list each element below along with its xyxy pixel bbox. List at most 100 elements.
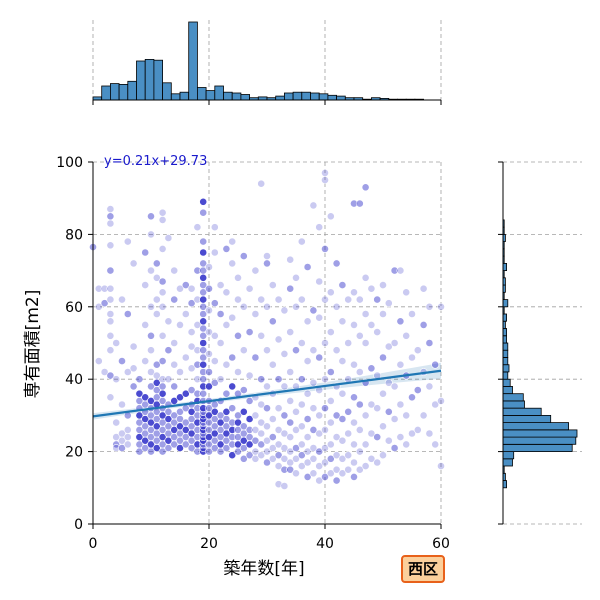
- scatter-point: [187, 386, 196, 394]
- scatter-point: [158, 357, 167, 365]
- scatter-point: [257, 400, 266, 409]
- scatter-point: [257, 331, 266, 340]
- scatter-point: [123, 237, 132, 246]
- scatter-point: [257, 179, 266, 188]
- scatter-point: [280, 349, 289, 358]
- scatter-point: [326, 212, 335, 221]
- scatter-point: [321, 444, 329, 452]
- regression-equation: y=0.21x+29.73: [104, 154, 207, 169]
- scatter-point: [338, 357, 347, 365]
- scatter-point: [170, 396, 179, 405]
- scatter-point: [251, 353, 260, 362]
- scatter-point: [379, 422, 387, 431]
- y-tick-label: 80: [65, 227, 83, 243]
- scatter-point: [106, 241, 115, 250]
- scatter-point: [396, 433, 405, 441]
- scatter-point: [123, 425, 132, 434]
- scatter-point: [222, 360, 231, 369]
- scatter-point: [158, 277, 167, 286]
- scatter-point: [303, 447, 312, 456]
- scatter-point: [106, 317, 115, 326]
- scatter-point: [431, 440, 440, 449]
- right-hist-bar: [502, 335, 507, 344]
- scatter-point: [338, 454, 347, 463]
- scatter-point: [315, 462, 324, 470]
- scatter-point: [286, 447, 295, 456]
- scatter-point: [321, 168, 329, 177]
- scatter-point: [158, 215, 167, 224]
- scatter-point: [199, 248, 208, 257]
- scatter-point: [147, 382, 155, 391]
- top-hist-bar: [110, 83, 120, 101]
- scatter-point: [297, 440, 306, 449]
- scatter-point: [181, 418, 190, 427]
- right-hist-bar: [502, 328, 507, 337]
- scatter-point: [390, 382, 399, 391]
- scatter-point: [437, 462, 445, 470]
- top-hist-bar: [336, 95, 346, 101]
- scatter-point: [379, 451, 387, 460]
- scatter-point: [245, 451, 254, 460]
- scatter-point: [199, 295, 208, 304]
- scatter-point: [344, 295, 353, 304]
- scatter-point: [309, 444, 318, 452]
- scatter-point: [419, 284, 428, 293]
- scatter-point: [355, 447, 364, 456]
- scatter-point: [106, 219, 115, 228]
- scatter-point: [147, 302, 155, 311]
- scatter-point: [147, 230, 155, 239]
- scatter-point: [297, 295, 306, 304]
- scatter-point: [129, 259, 138, 268]
- scatter-point: [164, 317, 173, 326]
- scatter-point: [280, 306, 289, 315]
- scatter-point: [344, 407, 353, 416]
- right-hist-bar: [502, 342, 509, 351]
- scatter-point: [268, 454, 277, 463]
- scatter-point: [373, 458, 382, 467]
- scatter-point: [309, 346, 318, 355]
- top-hist-bar: [223, 91, 233, 101]
- scatter-point: [263, 302, 271, 311]
- scatter-point: [251, 310, 260, 318]
- scatter-point: [413, 386, 422, 394]
- scatter-point: [321, 295, 329, 304]
- regression-line: [92, 369, 442, 418]
- scatter-point: [239, 346, 248, 355]
- scatter-point: [437, 302, 445, 311]
- scatter-point: [286, 368, 295, 376]
- scatter-point: [326, 288, 335, 297]
- scatter-point: [344, 339, 353, 347]
- scatter-point: [193, 375, 202, 384]
- scatter-point: [152, 310, 161, 318]
- top-hist-bar: [310, 92, 320, 101]
- scatter-point: [379, 389, 387, 398]
- scatter-point: [390, 339, 399, 347]
- x-tick-label: 60: [432, 536, 450, 552]
- scatter-point: [106, 266, 115, 275]
- right-hist-bar: [502, 443, 573, 452]
- right-hist-bar: [502, 357, 509, 366]
- scatter-point: [309, 201, 318, 210]
- scatter-point: [402, 411, 411, 420]
- top-hist-bar: [318, 93, 329, 101]
- scatter-point: [268, 444, 277, 452]
- scatter-point: [274, 480, 283, 489]
- scatter-point: [181, 281, 190, 289]
- right-hist-bar: [502, 436, 577, 445]
- scatter-point: [245, 396, 254, 405]
- scatter-point: [228, 353, 237, 362]
- scatter-point: [268, 433, 277, 441]
- right-hist-bar: [502, 422, 569, 431]
- scatter-point: [135, 375, 144, 384]
- scatter-point: [205, 263, 213, 271]
- scatter-point: [216, 281, 225, 289]
- scatter-point: [280, 382, 289, 391]
- scatter-point: [239, 252, 248, 260]
- scatter-point: [257, 440, 266, 449]
- scatter-point: [274, 295, 283, 304]
- scatter-point: [234, 273, 242, 282]
- scatter-point: [199, 339, 208, 347]
- scatter-point: [239, 454, 248, 463]
- scatter-point: [263, 382, 271, 391]
- scatter-point: [274, 462, 283, 470]
